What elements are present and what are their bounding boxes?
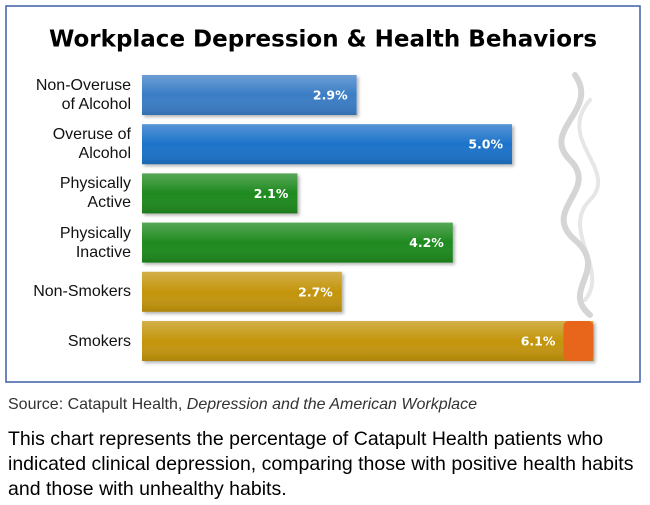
category-label: Smokers xyxy=(67,332,131,350)
bar-shine xyxy=(142,321,594,361)
bar-shine xyxy=(142,271,342,312)
bar-group xyxy=(142,173,298,214)
value-label: 2.1% xyxy=(254,186,289,201)
bar-shine xyxy=(142,173,298,214)
chart-frame xyxy=(5,5,641,383)
bar-shine xyxy=(142,75,357,115)
bar-group xyxy=(142,271,342,312)
category-label: Non-Overuse of Alcohol xyxy=(35,77,131,113)
bar-group xyxy=(142,222,453,263)
bar-shine xyxy=(142,124,512,165)
value-label: 2.7% xyxy=(298,284,333,299)
bar-group xyxy=(142,124,512,165)
description: This chart represents the percentage of … xyxy=(8,428,634,500)
cigarette-tip xyxy=(563,321,594,361)
source-text: Source: Catapult Health, xyxy=(8,396,187,413)
value-label: 2.9% xyxy=(313,88,348,103)
category-label: Physically Active xyxy=(59,175,131,212)
value-label: 4.2% xyxy=(409,235,444,250)
chart: Workplace Depression & Health Behaviors … xyxy=(5,5,641,383)
bar-group xyxy=(142,321,594,361)
value-label: 6.1% xyxy=(521,334,556,349)
source-title: Depression and the American Workplace xyxy=(186,396,477,413)
smoke xyxy=(558,72,600,318)
category-label: Overuse of Alcohol xyxy=(52,126,131,163)
category-label: Non-Smokers xyxy=(33,283,131,301)
source: Source: Catapult Health, Depression and … xyxy=(8,396,477,414)
bar-group xyxy=(142,75,357,115)
value-label: 5.0% xyxy=(468,137,503,152)
bar-shine xyxy=(142,222,453,263)
chart-title: Workplace Depression & Health Behaviors xyxy=(49,27,597,53)
category-label: Physically Inactive xyxy=(59,224,131,261)
